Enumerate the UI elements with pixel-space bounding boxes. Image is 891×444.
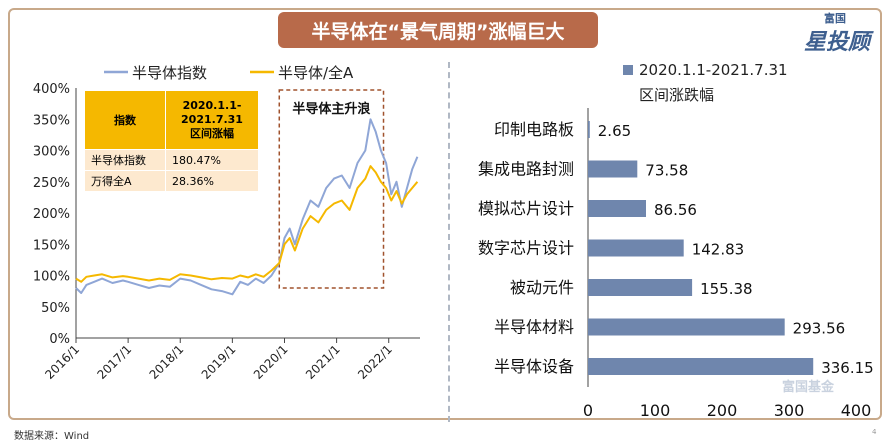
y-tick-label: 50% bbox=[41, 301, 70, 316]
category-label: 半导体设备 bbox=[494, 357, 574, 376]
y-tick-label: 100% bbox=[33, 270, 70, 285]
bar-value-label: 2.65 bbox=[598, 122, 631, 140]
series-line-semiconductor-index bbox=[75, 118, 419, 296]
table-cell-value: 28.36% bbox=[165, 170, 259, 192]
table-header-index: 指数 bbox=[84, 90, 166, 150]
bar-value-label: 86.56 bbox=[654, 201, 697, 219]
highlight-annotation: 半导体主升浪 bbox=[292, 101, 370, 117]
table-cell-name: 半导体指数 bbox=[84, 149, 166, 171]
table-cell-value: 180.47% bbox=[165, 149, 259, 171]
bar-value-label: 336.15 bbox=[821, 359, 874, 377]
category-label: 印制电路板 bbox=[494, 120, 574, 139]
table-cell-name: 万得全A bbox=[84, 170, 166, 192]
bar bbox=[588, 279, 693, 296]
logo-top-text: 富国 bbox=[824, 12, 846, 25]
highlight-box bbox=[278, 89, 385, 289]
x-tick-label: 200 bbox=[707, 401, 738, 420]
legend-label: 2020.1.1-2021.7.31 bbox=[639, 61, 788, 79]
legend-label: 半导体指数 bbox=[132, 64, 207, 82]
y-tick-label: 350% bbox=[33, 113, 70, 128]
watermark: 富国基金 bbox=[782, 380, 835, 395]
x-tick-label: 0 bbox=[583, 401, 593, 420]
bar bbox=[588, 318, 785, 336]
bar-value-label: 73.58 bbox=[645, 162, 688, 180]
category-label: 被动元件 bbox=[510, 278, 574, 297]
bar bbox=[588, 121, 590, 138]
y-tick-label: 200% bbox=[33, 207, 70, 222]
outer-frame bbox=[8, 8, 882, 420]
series-line-semiconductor-vs-all-a bbox=[75, 165, 419, 283]
y-tick-label: 250% bbox=[33, 176, 70, 191]
bar-value-label: 155.38 bbox=[700, 280, 753, 298]
category-label: 数字芯片设计 bbox=[478, 239, 574, 258]
legend-label: 区间涨跌幅 bbox=[639, 86, 714, 104]
table-header-range-line: 2021.7.31 bbox=[181, 113, 243, 126]
table-row: 万得全A 28.36% bbox=[84, 170, 259, 192]
legend-label: 半导体/全A bbox=[278, 64, 354, 82]
table-row: 半导体指数 180.47% bbox=[84, 149, 259, 171]
y-tick-label: 400% bbox=[33, 82, 70, 97]
category-label: 半导体材料 bbox=[494, 318, 574, 337]
data-source: 数据来源：Wind bbox=[14, 431, 90, 442]
table-header-range: 2020.1.1- 2021.7.31 区间涨幅 bbox=[165, 90, 259, 150]
bar-value-label: 293.56 bbox=[793, 320, 846, 338]
table-header-row: 指数 2020.1.1- 2021.7.31 区间涨幅 bbox=[84, 90, 259, 150]
category-label: 模拟芯片设计 bbox=[478, 199, 574, 218]
y-tick-label: 0% bbox=[49, 332, 70, 347]
page-title: 半导体在“景气周期”涨幅巨大 bbox=[278, 12, 598, 48]
panel-divider bbox=[448, 62, 450, 422]
return-table: 指数 2020.1.1- 2021.7.31 区间涨幅 半导体指数 180.47… bbox=[84, 90, 259, 192]
legend-swatch bbox=[623, 65, 633, 75]
bar-value-label: 142.83 bbox=[692, 241, 745, 259]
x-tick-label: 100 bbox=[640, 401, 671, 420]
bar bbox=[588, 239, 684, 257]
bar bbox=[588, 160, 638, 178]
logo-main-text: 星投顾 bbox=[804, 30, 871, 55]
table-header-range-line: 区间涨幅 bbox=[190, 127, 234, 140]
x-tick-label: 400 bbox=[841, 401, 872, 420]
bar bbox=[588, 358, 814, 375]
table-header-range-line: 2020.1.1- bbox=[182, 99, 242, 112]
category-label: 集成电路封测 bbox=[478, 160, 574, 179]
x-tick-label: 300 bbox=[774, 401, 805, 420]
bar bbox=[588, 200, 646, 217]
brand-logo: 富国 星投顾 bbox=[790, 10, 882, 55]
y-tick-label: 150% bbox=[33, 238, 70, 253]
page-number: 4 bbox=[872, 428, 877, 436]
y-tick-label: 300% bbox=[33, 145, 70, 160]
